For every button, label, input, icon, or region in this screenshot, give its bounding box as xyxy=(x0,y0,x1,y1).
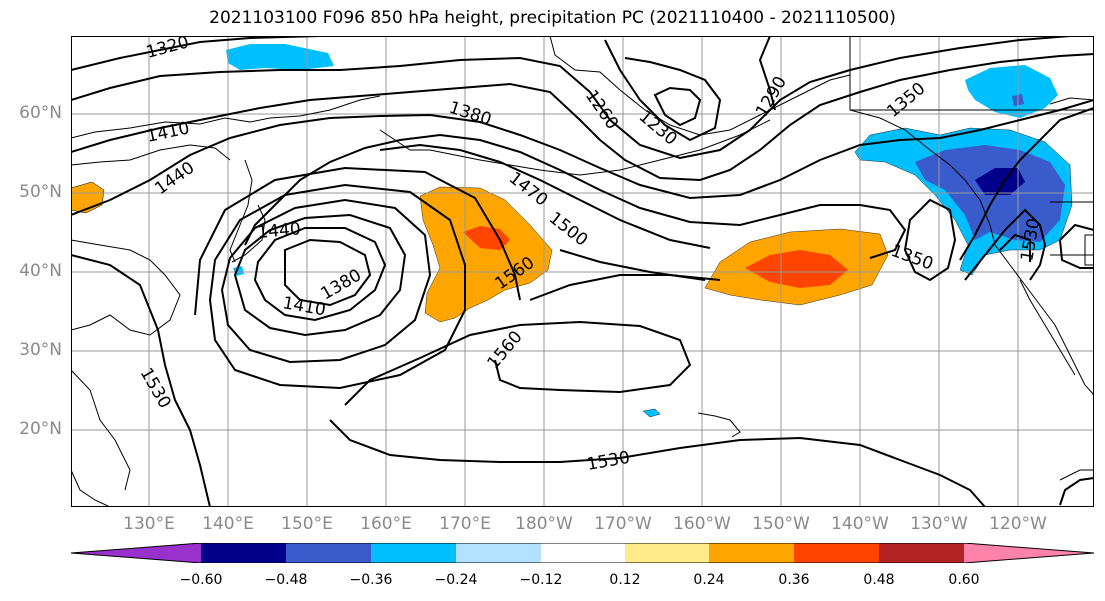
colorbar-tick: 0.48 xyxy=(863,572,895,588)
map-panel: 1320 1380 1410 1440 1260 1230 1290 1350 … xyxy=(71,36,1094,507)
coastlines xyxy=(71,36,1094,507)
colorbar-tick: 0.36 xyxy=(778,572,810,588)
lat-label-30n: 30°N xyxy=(19,340,62,360)
colorbar-extend-low xyxy=(71,543,201,563)
colorbar-tick: −0.48 xyxy=(264,572,308,588)
lon-label-170e: 170°E xyxy=(439,514,491,534)
lon-label-150e: 150°E xyxy=(281,514,333,534)
lon-label-140e: 140°E xyxy=(202,514,254,534)
colorbar-segment xyxy=(456,543,541,563)
colorbar-segment xyxy=(286,543,371,563)
colorbar-tick: −0.24 xyxy=(434,572,478,588)
colorbar-segment xyxy=(541,543,625,563)
lon-label-160w: 160°W xyxy=(673,514,731,534)
colorbar xyxy=(71,543,1094,563)
lat-label-20n: 20°N xyxy=(19,419,62,439)
colorbar-tick: 0.12 xyxy=(609,572,641,588)
colorbar-tick: −0.36 xyxy=(349,572,393,588)
height-contours xyxy=(71,36,1094,507)
lat-label-60n: 60°N xyxy=(19,103,62,123)
colorbar-tick: −0.60 xyxy=(179,572,223,588)
lon-label-130e: 130°E xyxy=(123,514,175,534)
lat-label-50n: 50°N xyxy=(19,182,62,202)
lon-label-120w: 120°W xyxy=(989,514,1047,534)
colorbar-tick: 0.60 xyxy=(948,572,980,588)
colorbar-tick: −0.12 xyxy=(519,572,563,588)
lon-label-130w: 130°W xyxy=(910,514,968,534)
map-title: 2021103100 F096 850 hPa height, precipit… xyxy=(209,8,896,28)
lat-label-40n: 40°N xyxy=(19,261,62,281)
colorbar-segment xyxy=(794,543,879,563)
colorbar-extend-high xyxy=(964,543,1094,563)
contour-label: 1440 xyxy=(257,219,302,243)
colorbar-segment xyxy=(371,543,456,563)
lon-label-180w: 180°W xyxy=(515,514,573,534)
colorbar-segment xyxy=(879,543,964,563)
lon-label-150w: 150°W xyxy=(752,514,810,534)
lon-label-160e: 160°E xyxy=(360,514,412,534)
lon-label-140w: 140°W xyxy=(831,514,889,534)
colorbar-segment xyxy=(201,543,286,563)
colorbar-segment xyxy=(709,543,794,563)
lon-label-170w: 170°W xyxy=(594,514,652,534)
colorbar-segment xyxy=(625,543,709,563)
colorbar-tick: 0.24 xyxy=(693,572,725,588)
